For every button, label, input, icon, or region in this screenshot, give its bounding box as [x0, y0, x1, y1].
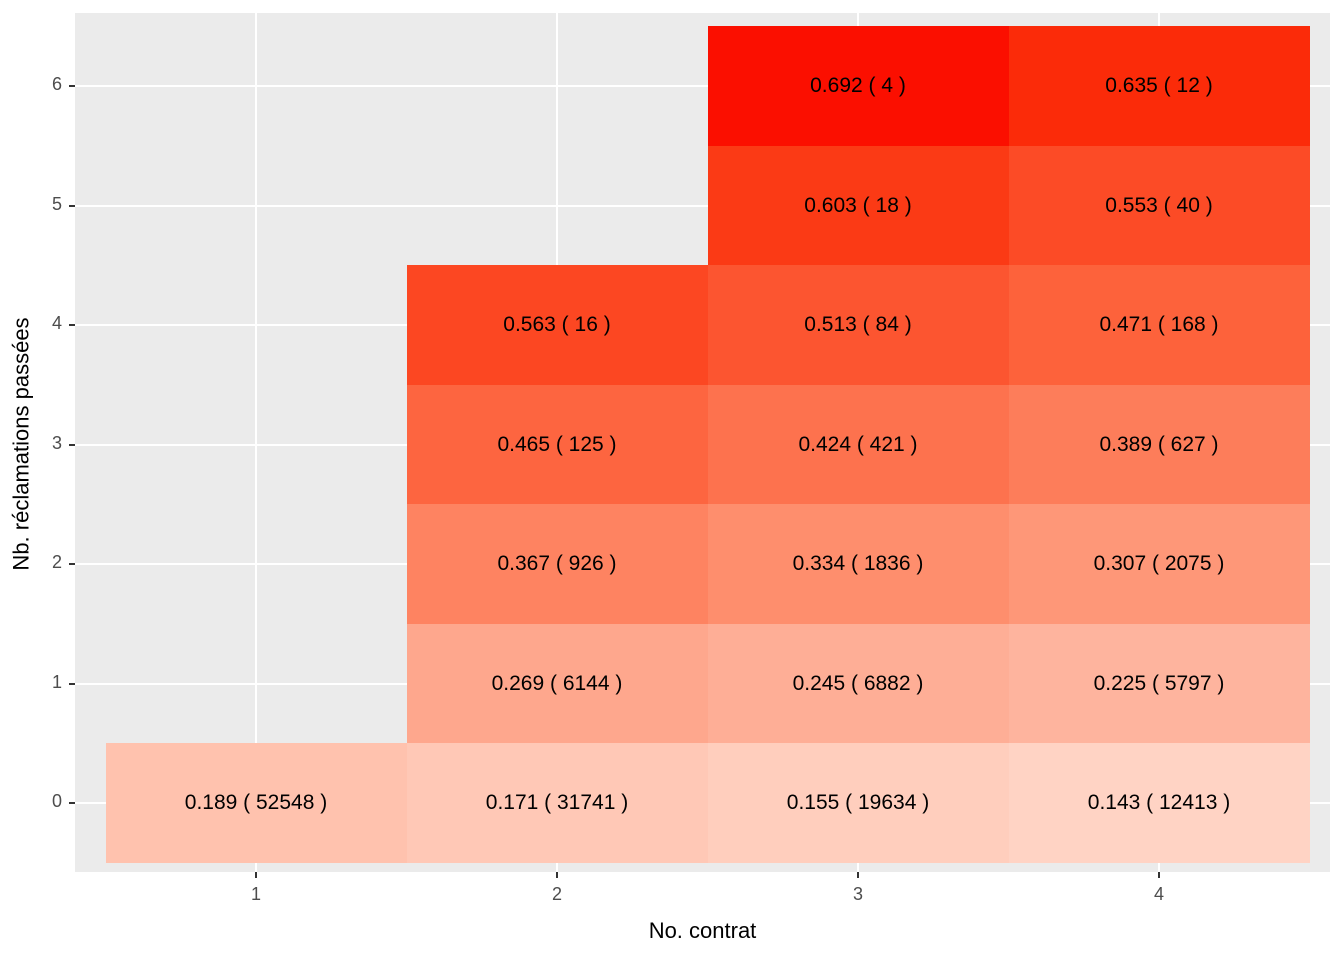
cell-label: 0.225 ( 5797 )	[1093, 671, 1225, 695]
x-tick-mark	[556, 872, 558, 878]
heatmap-cell: 0.603 ( 18 )	[707, 145, 1009, 266]
cell-label: 0.171 ( 31741 )	[485, 791, 629, 814]
x-axis-title: No. contrat	[648, 918, 757, 943]
cell-label: 0.471 ( 168 )	[1099, 313, 1219, 336]
heatmap-cell: 0.553 ( 40 )	[1008, 145, 1310, 266]
heatmap-cell: 0.389 ( 627 )	[1008, 384, 1310, 505]
heatmap-cell: 0.155 ( 19634 )	[707, 743, 1009, 863]
cell-label: 0.465 ( 125 )	[497, 432, 617, 456]
heatmap-cell: 0.635 ( 12 )	[1008, 26, 1310, 146]
heatmap-cell: 0.189 ( 52548 )	[105, 743, 407, 863]
x-tick-mark	[255, 872, 257, 878]
heatmap-cell: 0.471 ( 168 )	[1008, 265, 1310, 385]
y-tick-label: 5	[51, 193, 62, 214]
y-tick-label: 3	[51, 432, 62, 453]
x-tick-label: 4	[1153, 884, 1164, 904]
plot-panel: 0.189 ( 52548 ) 0.171 ( 31741 ) 0.155 ( 19…	[75, 13, 1330, 872]
cell-label: 0.189 ( 52548 )	[184, 791, 328, 814]
cell-label: 0.553 ( 40 )	[1105, 193, 1213, 217]
cell-label: 0.143 ( 12413 )	[1087, 791, 1231, 814]
cell-label: 0.513 ( 84 )	[804, 313, 912, 336]
heatmap-cell: 0.245 ( 6882 )	[707, 623, 1009, 744]
heatmap-cell: 0.465 ( 125 )	[406, 384, 708, 505]
heatmap-cell: 0.334 ( 1836 )	[707, 504, 1009, 624]
y-gridline	[75, 85, 1330, 87]
x-tick-label: 1	[250, 884, 261, 904]
y-tick-mark	[69, 85, 75, 87]
heatmap-cell: 0.513 ( 84 )	[707, 265, 1009, 385]
heatmap-cell: 0.143 ( 12413 )	[1008, 743, 1310, 863]
y-tick-mark	[69, 443, 75, 446]
y-tick-label: 6	[51, 74, 62, 94]
heatmap-cell: 0.269 ( 6144 )	[406, 623, 708, 744]
cell-label: 0.635 ( 12 )	[1105, 74, 1213, 97]
cell-label: 0.245 ( 6882 )	[792, 671, 924, 695]
cell-label: 0.563 ( 16 )	[503, 313, 611, 336]
heatmap-cell: 0.307 ( 2075 )	[1008, 504, 1310, 624]
cell-label: 0.334 ( 1836 )	[792, 552, 924, 575]
y-tick-mark	[69, 563, 75, 565]
y-tick-mark	[69, 682, 75, 685]
cell-label: 0.424 ( 421 )	[798, 432, 918, 456]
x-tick-mark	[857, 872, 859, 878]
cell-label: 0.307 ( 2075 )	[1093, 552, 1225, 575]
heatmap-cell: 0.692 ( 4 )	[707, 26, 1009, 146]
x-tick-label: 3	[852, 884, 863, 904]
x-gridline	[255, 13, 257, 872]
y-tick-mark	[69, 324, 75, 326]
y-tick-mark	[69, 204, 75, 207]
cell-label: 0.155 ( 19634 )	[786, 791, 930, 814]
cell-label: 0.269 ( 6144 )	[491, 671, 623, 695]
heatmap-cell: 0.367 ( 926 )	[406, 504, 708, 624]
heatmap-cell: 0.563 ( 16 )	[406, 265, 708, 385]
cell-label: 0.603 ( 18 )	[804, 193, 912, 217]
cell-label: 0.692 ( 4 )	[810, 74, 906, 97]
y-axis-title: Nb. réclamations passées	[8, 317, 34, 571]
y-tick-label: 2	[51, 552, 62, 572]
y-gridline	[75, 204, 1330, 207]
heatmap-cell: 0.424 ( 421 )	[707, 384, 1009, 505]
cell-label: 0.367 ( 926 )	[497, 552, 617, 575]
y-tick-label: 4	[51, 313, 62, 333]
y-tick-label: 0	[51, 791, 62, 811]
x-tick-label: 2	[551, 884, 562, 904]
cell-label: 0.389 ( 627 )	[1099, 432, 1219, 456]
heatmap-cell: 0.225 ( 5797 )	[1008, 623, 1310, 744]
y-tick-mark	[69, 802, 75, 804]
y-tick-label: 1	[51, 671, 62, 692]
heatmap-cell: 0.171 ( 31741 )	[406, 743, 708, 863]
x-tick-mark	[1158, 872, 1160, 878]
